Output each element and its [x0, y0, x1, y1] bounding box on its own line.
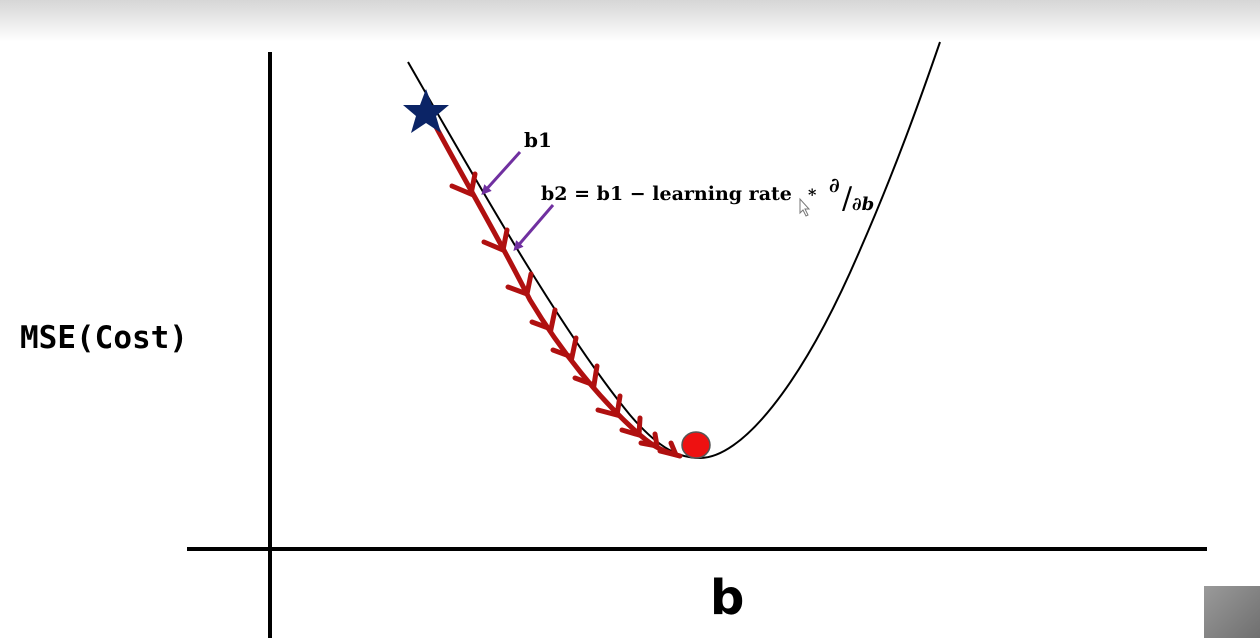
descent-step-marker	[595, 393, 623, 419]
update-rule-label: b2 = b1 − learning rate	[541, 183, 792, 205]
descent-step-marker	[657, 440, 681, 459]
descent-step-marker	[505, 271, 534, 298]
b1-label: b1	[524, 128, 552, 152]
descent-step-marker	[619, 415, 643, 439]
descent-step-marker	[550, 335, 579, 361]
descent-step-markers	[449, 171, 681, 459]
partial-slash: /	[842, 181, 853, 216]
pointer-cursor-icon	[799, 197, 811, 217]
start-star-icon	[403, 89, 449, 133]
b1-pointer-arrow	[481, 150, 522, 195]
video-thumbnail-corner	[1204, 586, 1260, 638]
descent-step-marker	[529, 307, 558, 333]
descent-step-marker	[638, 431, 661, 450]
cost-curve	[407, 41, 941, 460]
partial-denominator: ∂b	[852, 194, 874, 215]
descent-path	[432, 122, 683, 459]
descent-step-marker	[572, 363, 600, 389]
x-axis-label: b	[710, 570, 744, 626]
multiply-symbol: *	[808, 185, 817, 204]
partial-numerator: ∂	[829, 173, 840, 197]
descent-step-marker	[449, 171, 478, 198]
b2-pointer-arrow	[513, 204, 555, 252]
descent-step-marker	[481, 227, 510, 254]
top-shade	[0, 0, 1260, 42]
y-axis-label: MSE(Cost)	[20, 320, 188, 356]
minimum-point-icon	[681, 431, 711, 459]
